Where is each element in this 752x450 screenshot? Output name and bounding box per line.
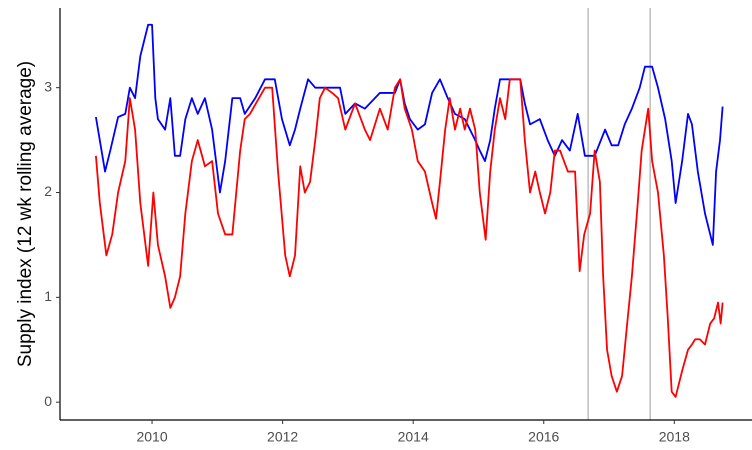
x-tick-label: 2018 xyxy=(659,429,690,445)
series-line xyxy=(95,78,724,398)
x-tick-label: 2012 xyxy=(267,429,298,445)
y-tick-label: 1 xyxy=(44,288,52,304)
y-tick-label: 2 xyxy=(44,183,52,199)
y-tick-label: 3 xyxy=(44,78,52,94)
x-tick-label: 2010 xyxy=(136,429,167,445)
x-tick-label: 2014 xyxy=(398,429,429,445)
y-axis-title: Supply index (12 wk rolling average) xyxy=(15,61,36,367)
y-tick-label: 0 xyxy=(44,393,52,409)
series-line xyxy=(95,23,724,246)
x-tick-label: 2016 xyxy=(528,429,559,445)
